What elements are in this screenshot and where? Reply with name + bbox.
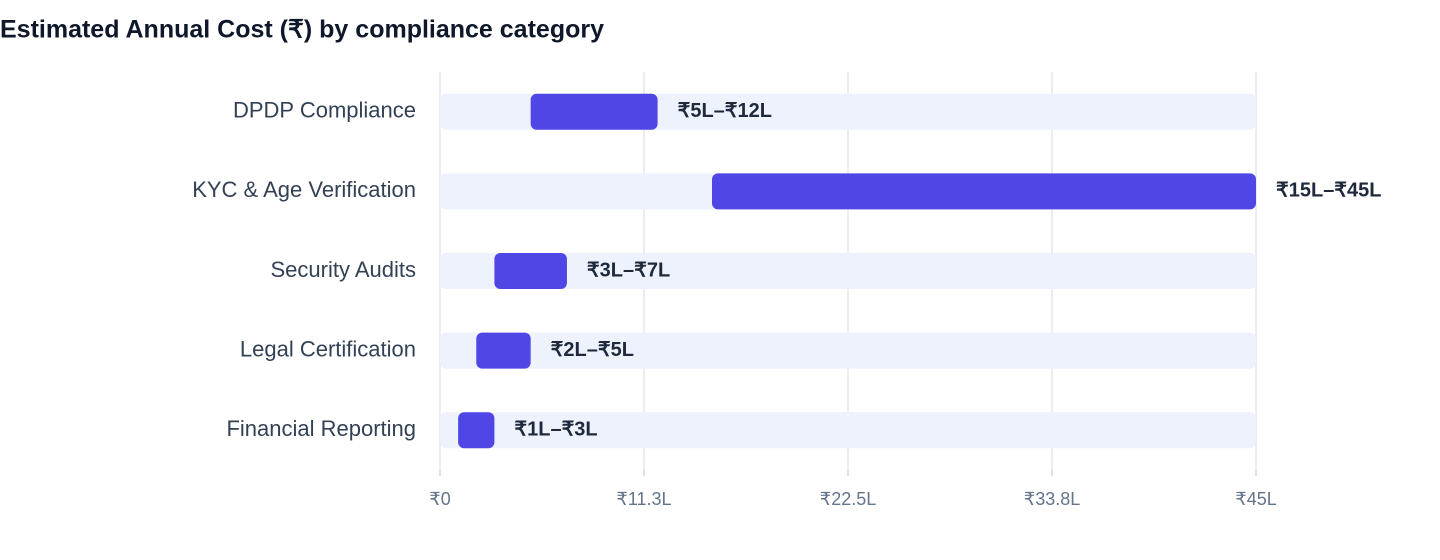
- y-tick-label: KYC & Age Verification: [192, 177, 416, 202]
- track: [440, 253, 1256, 289]
- value-label: ₹2L–₹5L: [551, 339, 634, 361]
- bar: [530, 93, 658, 130]
- y-tick-label: Financial Reporting: [226, 416, 416, 441]
- x-tick-label: ₹0: [429, 489, 450, 509]
- value-label: ₹15L–₹45L: [1276, 180, 1382, 202]
- x-tick-label: ₹11.3L: [616, 489, 671, 509]
- y-tick-label: Security Audits: [270, 257, 416, 282]
- y-tick-label: DPDP Compliance: [233, 98, 416, 123]
- x-tick-label: ₹45L: [1235, 489, 1276, 509]
- bar: [712, 173, 1256, 210]
- track: [440, 332, 1256, 369]
- value-label: ₹1L–₹3L: [514, 418, 597, 440]
- x-tick-label: ₹33.8L: [1024, 489, 1081, 509]
- bar: [494, 253, 567, 289]
- value-label: ₹3L–₹7L: [587, 259, 670, 281]
- x-tick-label: ₹22.5L: [820, 489, 877, 509]
- bar: [476, 332, 531, 369]
- track: [440, 412, 1256, 449]
- bar: [458, 412, 495, 449]
- y-tick-label: Legal Certification: [240, 336, 416, 361]
- value-label: ₹5L–₹12L: [678, 100, 772, 122]
- chart-title: Estimated Annual Cost (₹) by compliance …: [0, 16, 604, 44]
